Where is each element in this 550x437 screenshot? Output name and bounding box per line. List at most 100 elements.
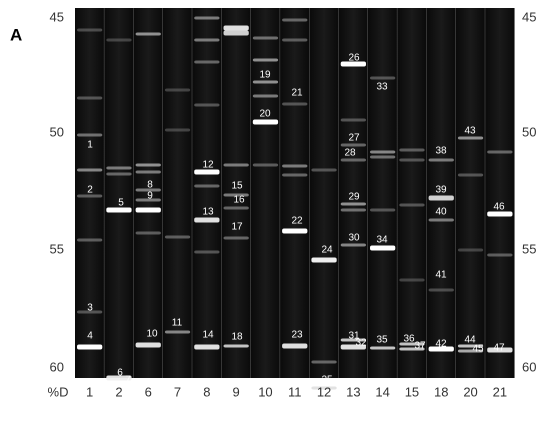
dna-band bbox=[77, 28, 103, 32]
band-label: 4 bbox=[87, 331, 93, 342]
lane-label: 12 bbox=[317, 384, 331, 399]
dna-band bbox=[370, 245, 396, 251]
dna-band bbox=[194, 217, 220, 223]
dna-band bbox=[77, 168, 103, 172]
band-label: 34 bbox=[376, 235, 388, 246]
band-label: 40 bbox=[435, 207, 447, 218]
dna-band bbox=[457, 136, 484, 140]
lane: 11 bbox=[162, 8, 193, 378]
dna-band bbox=[340, 143, 366, 147]
dna-band bbox=[223, 344, 249, 348]
dna-band bbox=[223, 25, 249, 31]
band-label: 37 bbox=[414, 341, 426, 352]
dna-band bbox=[223, 193, 249, 197]
band-label: 17 bbox=[231, 222, 243, 233]
right-axis-label: 55 bbox=[522, 241, 536, 256]
band-label: 41 bbox=[435, 270, 447, 281]
dna-band bbox=[194, 60, 220, 64]
dna-band bbox=[340, 158, 366, 162]
band-label: 16 bbox=[233, 195, 245, 206]
dna-band bbox=[106, 166, 132, 170]
band-label: 38 bbox=[435, 146, 447, 157]
lane-background bbox=[338, 8, 368, 378]
dna-band bbox=[340, 61, 366, 67]
dna-band bbox=[164, 88, 191, 92]
dna-band bbox=[252, 94, 279, 98]
band-label: 35 bbox=[376, 335, 388, 346]
dna-band bbox=[487, 211, 513, 217]
dna-band bbox=[340, 202, 366, 206]
dna-band bbox=[282, 18, 308, 22]
dna-band bbox=[282, 164, 308, 168]
lane: 24 25 bbox=[309, 8, 340, 390]
lane-background bbox=[368, 8, 398, 378]
dna-band bbox=[194, 344, 220, 350]
lane-background bbox=[485, 8, 515, 378]
lane-label: 13 bbox=[346, 384, 360, 399]
lane: 15 16 17 18 bbox=[221, 8, 252, 378]
dna-band bbox=[194, 250, 220, 254]
dna-band bbox=[164, 330, 191, 334]
band-label: 28 bbox=[344, 148, 356, 159]
lane: 1 2 3 4 bbox=[75, 8, 105, 378]
lane-background bbox=[455, 8, 486, 378]
band-label: 20 bbox=[259, 109, 271, 120]
dna-band bbox=[77, 96, 103, 100]
dna-band bbox=[223, 30, 249, 36]
dna-band bbox=[135, 170, 161, 174]
lane-background bbox=[75, 8, 105, 378]
dna-band bbox=[340, 338, 366, 342]
lane: 21 22 23 bbox=[280, 8, 310, 378]
left-axis-label: 60 bbox=[50, 359, 64, 374]
lane-label: 14 bbox=[375, 384, 389, 399]
dna-band bbox=[252, 80, 279, 84]
band-label: 15 bbox=[231, 181, 243, 192]
dna-band bbox=[194, 103, 220, 107]
band-label: 30 bbox=[348, 233, 360, 244]
dna-band bbox=[399, 278, 425, 282]
right-axis-label: 60 bbox=[522, 359, 536, 374]
lane-background bbox=[221, 8, 251, 378]
dna-band bbox=[457, 349, 484, 353]
lane-background bbox=[162, 8, 193, 378]
dna-band bbox=[282, 343, 308, 349]
dna-band bbox=[164, 235, 191, 239]
band-label: 46 bbox=[493, 202, 505, 213]
dna-band bbox=[428, 288, 454, 292]
lane-label: 15 bbox=[405, 384, 419, 399]
lane-background bbox=[250, 8, 281, 378]
band-label: 24 bbox=[321, 245, 333, 256]
dna-band bbox=[106, 375, 132, 381]
lane-label: 7 bbox=[174, 384, 181, 399]
band-label: 22 bbox=[291, 216, 303, 227]
band-label: 3 bbox=[87, 303, 93, 314]
dna-band bbox=[77, 344, 103, 350]
dna-band bbox=[252, 58, 279, 62]
dna-band bbox=[135, 188, 161, 192]
dna-band bbox=[311, 257, 337, 263]
gel: 1234567891011121314151617181920212223242… bbox=[75, 8, 515, 390]
dna-band bbox=[135, 32, 161, 36]
dna-band bbox=[135, 207, 161, 213]
lane: 33 34 35 bbox=[368, 8, 398, 378]
dna-band bbox=[340, 243, 366, 247]
band-label: 8 bbox=[147, 180, 153, 191]
dna-band bbox=[135, 231, 161, 235]
dna-band bbox=[223, 236, 249, 240]
lane-label: 8 bbox=[203, 384, 210, 399]
dna-band bbox=[399, 347, 425, 351]
dna-band bbox=[340, 118, 366, 122]
dna-band bbox=[135, 198, 161, 202]
lane-background bbox=[104, 8, 134, 378]
dna-band bbox=[399, 158, 425, 162]
lane-label: 10 bbox=[258, 384, 272, 399]
lane-label: 9 bbox=[233, 384, 240, 399]
dna-band bbox=[311, 168, 337, 172]
dna-band bbox=[135, 163, 161, 167]
lane-label: 2 bbox=[115, 384, 122, 399]
band-label: 32 bbox=[355, 338, 367, 349]
dna-band bbox=[487, 347, 513, 353]
